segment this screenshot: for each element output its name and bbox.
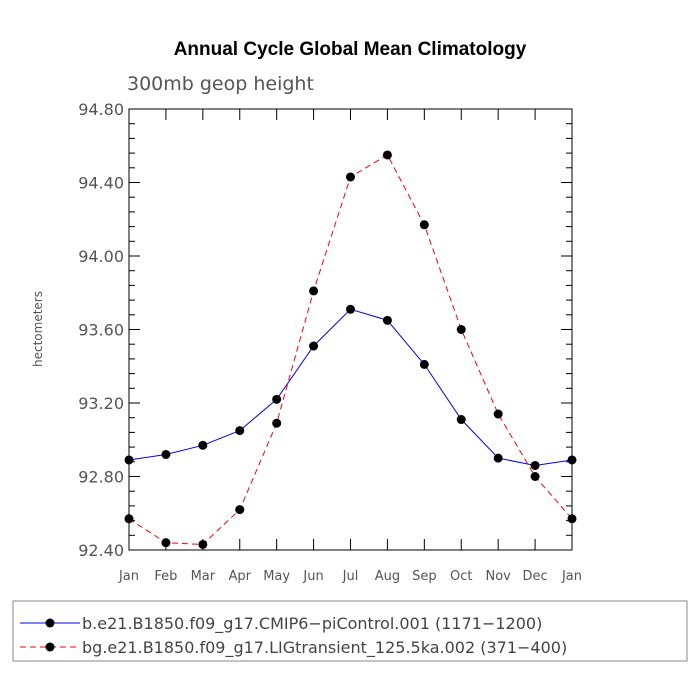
x-tick-label: May — [263, 569, 290, 584]
y-tick-label: 93.60 — [78, 321, 124, 340]
x-tick-label: Dec — [523, 569, 548, 584]
legend-marker-2 — [45, 642, 55, 652]
y-tick-label: 92.40 — [78, 541, 124, 560]
x-tick-label: Oct — [450, 569, 472, 584]
series-2-point — [124, 514, 134, 524]
legend-label-1: b.e21.B1850.f09_g17.CMIP6−piControl.001 … — [82, 614, 542, 634]
x-tick-label: Mar — [191, 569, 216, 584]
x-tick-label: Apr — [229, 569, 252, 584]
series-1-point — [567, 455, 577, 465]
series-2-point — [419, 220, 429, 230]
series-2-point — [530, 472, 540, 481]
series-layer — [124, 150, 577, 549]
series-1-point — [346, 304, 355, 314]
series-1-point — [419, 359, 429, 369]
series-2-point — [198, 539, 208, 549]
y-tick-label: 93.20 — [78, 394, 124, 413]
series-1-point — [382, 315, 392, 325]
x-tick-label: Jul — [342, 569, 359, 584]
y-tick-label: 94.80 — [78, 100, 124, 119]
series-1-point — [272, 394, 282, 404]
x-tick-label: Nov — [485, 569, 511, 584]
series-2-point — [161, 538, 171, 548]
y-tick-label: 94.40 — [78, 174, 124, 193]
series-2-point — [382, 150, 392, 160]
series-2-point — [456, 325, 466, 334]
series-1-point — [124, 455, 134, 465]
legend-label-2: bg.e21.B1850.f09_g17.LIGtransient_125.5k… — [82, 638, 567, 658]
series-1-point — [493, 453, 503, 463]
legend: b.e21.B1850.f09_g17.CMIP6−piControl.001 … — [12, 600, 688, 662]
series-1-point — [309, 341, 319, 351]
series-2-point — [309, 286, 319, 296]
series-1-point — [161, 449, 171, 459]
x-tick-label: Jan — [561, 569, 582, 584]
series-1-point — [235, 426, 245, 436]
legend-box — [12, 600, 688, 662]
y-axis-label: hectometers — [31, 291, 45, 367]
series-line-2 — [128, 154, 573, 546]
series-1-point — [530, 460, 540, 470]
axis-ticks: 92.40 92.80 93.20 93.60 94.00 94.40 94.80 Jan Fe… — [78, 100, 582, 584]
chart-title: Annual Cycle Global Mean Climatology — [174, 39, 527, 60]
x-tick-label: Sep — [412, 569, 437, 584]
x-tick-label: Jun — [302, 569, 323, 584]
series-2-point — [346, 172, 355, 182]
series-2-point — [493, 409, 503, 419]
series-2-point — [235, 505, 245, 515]
x-tick-label: Jan — [118, 569, 139, 584]
series-2-point — [567, 514, 577, 524]
series-2-point — [272, 418, 282, 428]
chart-subtitle: 300mb geop height — [127, 73, 314, 95]
x-tick-label: Feb — [154, 569, 177, 584]
series-1-point — [198, 440, 208, 450]
y-tick-label: 92.80 — [78, 468, 124, 487]
series-line-1 — [128, 308, 573, 467]
x-tick-label: Aug — [375, 569, 400, 584]
legend-marker-1 — [45, 618, 55, 628]
series-1-point — [456, 415, 466, 425]
y-tick-label: 94.00 — [78, 247, 124, 266]
